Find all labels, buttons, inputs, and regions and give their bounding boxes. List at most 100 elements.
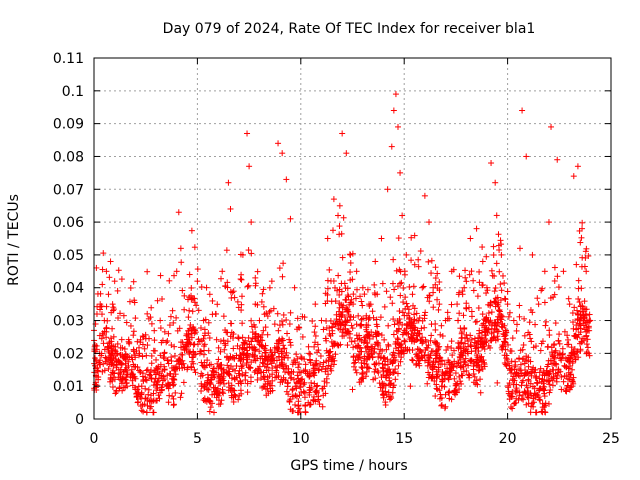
data-point <box>295 324 302 331</box>
data-point <box>348 322 355 329</box>
data-point <box>390 382 397 389</box>
data-point <box>502 296 509 303</box>
data-point <box>586 311 593 318</box>
data-point <box>117 310 124 317</box>
data-point <box>524 384 531 391</box>
data-point <box>567 371 574 378</box>
data-point <box>571 351 578 358</box>
data-point <box>112 390 119 397</box>
y-tick-label: 0 <box>75 412 84 428</box>
data-point <box>525 329 532 336</box>
data-point <box>214 360 221 367</box>
data-point <box>385 343 392 350</box>
x-axis-label: GPS time / hours <box>290 458 407 474</box>
data-point <box>240 339 247 346</box>
data-point <box>493 299 500 306</box>
data-point <box>251 335 258 342</box>
data-point <box>503 362 510 369</box>
data-point <box>174 327 181 334</box>
data-points <box>91 91 594 416</box>
data-point <box>179 287 186 294</box>
data-point <box>395 336 402 343</box>
data-point <box>477 389 484 396</box>
data-point <box>575 295 582 302</box>
data-point <box>312 339 319 346</box>
data-point <box>517 367 524 374</box>
data-point <box>438 402 445 409</box>
data-point <box>407 334 414 341</box>
data-point <box>263 364 270 371</box>
data-point <box>123 374 130 381</box>
data-point <box>398 279 405 286</box>
data-point <box>238 271 245 278</box>
data-point <box>409 291 416 298</box>
data-point <box>180 360 187 367</box>
data-point <box>265 367 272 374</box>
data-point <box>225 370 232 377</box>
data-point <box>345 328 352 335</box>
data-point <box>157 317 164 324</box>
data-point <box>579 254 586 261</box>
data-point <box>409 347 416 354</box>
data-point <box>575 285 582 292</box>
data-point <box>190 341 197 348</box>
data-point <box>425 258 432 265</box>
data-point <box>517 245 524 252</box>
data-point <box>497 297 504 304</box>
data-point <box>248 359 255 366</box>
data-point <box>487 317 494 324</box>
data-point <box>458 372 465 379</box>
data-point <box>457 364 464 371</box>
data-point <box>395 347 402 354</box>
data-point <box>203 284 210 291</box>
data-point <box>389 360 396 367</box>
data-point <box>498 312 505 319</box>
data-point <box>252 301 259 308</box>
data-point <box>542 400 549 407</box>
data-point <box>528 372 535 379</box>
data-point <box>394 123 401 130</box>
data-point <box>277 379 284 386</box>
data-point <box>170 375 177 382</box>
data-point <box>314 362 321 369</box>
data-point <box>288 368 295 375</box>
data-point <box>115 314 122 321</box>
data-point <box>275 372 282 379</box>
data-point <box>224 362 231 369</box>
data-point <box>487 344 494 351</box>
data-point <box>117 366 124 373</box>
data-point <box>509 335 516 342</box>
data-point <box>473 377 480 384</box>
data-point <box>417 337 424 344</box>
data-point <box>123 353 130 360</box>
data-point <box>369 308 376 315</box>
data-point <box>436 279 443 286</box>
data-point <box>201 347 208 354</box>
data-point <box>494 336 501 343</box>
data-point <box>442 403 449 410</box>
data-point <box>456 273 463 280</box>
data-point <box>180 379 187 386</box>
data-point <box>576 340 583 347</box>
data-point <box>201 341 208 348</box>
data-point <box>587 317 594 324</box>
data-point <box>403 251 410 258</box>
data-point <box>520 341 527 348</box>
data-point <box>144 396 151 403</box>
data-point <box>346 301 353 308</box>
data-point <box>408 318 415 325</box>
data-point <box>518 395 525 402</box>
data-point <box>496 268 503 275</box>
data-point <box>416 357 423 364</box>
data-point <box>124 383 131 390</box>
data-point <box>215 356 222 363</box>
data-point <box>233 362 240 369</box>
data-point <box>144 366 151 373</box>
data-point <box>314 382 321 389</box>
data-point <box>413 351 420 358</box>
data-point <box>265 390 272 397</box>
data-point <box>103 268 110 275</box>
data-point <box>545 400 552 407</box>
data-point <box>319 385 326 392</box>
data-point <box>417 248 424 255</box>
